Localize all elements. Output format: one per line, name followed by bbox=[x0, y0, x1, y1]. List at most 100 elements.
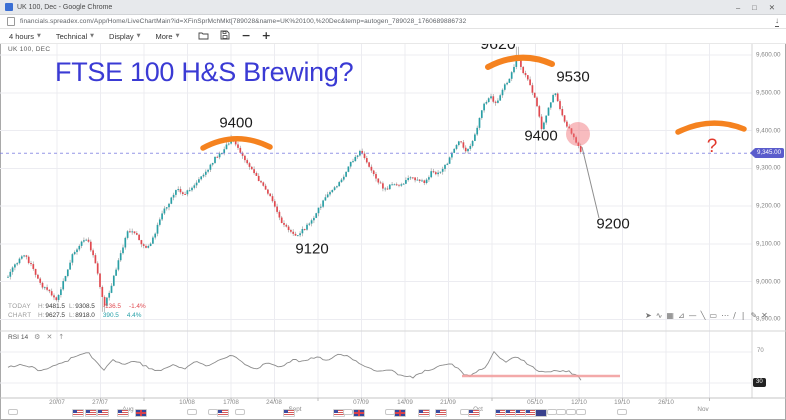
price-axis-label: 9,500.00 bbox=[756, 89, 781, 97]
more-menu[interactable]: More ▼ bbox=[155, 32, 179, 41]
zoom-in-button[interactable]: + bbox=[261, 29, 271, 42]
technical-menu-label: Technical bbox=[55, 31, 88, 41]
annotation-label: 9400 bbox=[219, 114, 253, 132]
time-axis-label: 14/09 bbox=[397, 399, 413, 406]
economic-event-flag-pill[interactable] bbox=[617, 409, 627, 415]
annotation-label: 9400 bbox=[524, 127, 558, 145]
address-bar[interactable]: financials.spreadex.com/App/Home/LiveCha… bbox=[0, 15, 786, 29]
chevron-down-icon: ▼ bbox=[136, 33, 141, 39]
time-axis-label: 26/10 bbox=[658, 399, 674, 406]
ray-tool-icon[interactable]: ∕ bbox=[733, 311, 736, 320]
economic-event-flag-us[interactable] bbox=[435, 409, 447, 417]
window-title: UK 100, Dec - Google Chrome bbox=[17, 3, 113, 11]
timeframe-menu-label: 4 hours bbox=[9, 31, 35, 41]
price-axis-label: 8,900.00 bbox=[756, 315, 781, 323]
legend-row-chart: CHART H:9627.5 L:8918.0 390.5 4.4% bbox=[8, 311, 146, 320]
time-axis-label: 17/08 bbox=[223, 399, 239, 406]
pencil-tool-icon[interactable]: ✎ bbox=[750, 311, 758, 320]
price-axis-label: 9,600.00 bbox=[756, 51, 781, 59]
economic-event-flag-us[interactable] bbox=[418, 409, 430, 417]
time-axis-month-label: Nov bbox=[697, 406, 709, 413]
rsi-header: RSI 14 ⚙ ✕ ↑ bbox=[8, 333, 64, 341]
technical-menu[interactable]: Technical ▼ bbox=[56, 32, 94, 41]
horizontal-line-tool-icon[interactable]: — bbox=[688, 311, 697, 320]
legend-name: CHART bbox=[8, 312, 32, 319]
favicon bbox=[5, 3, 13, 11]
time-axis-label: 21/09 bbox=[440, 399, 456, 406]
price-axis-label: 9,300.00 bbox=[756, 164, 781, 172]
low-label: L: bbox=[68, 312, 75, 319]
economic-event-flag-pill[interactable] bbox=[566, 409, 576, 415]
economic-event-flag-us[interactable] bbox=[72, 409, 84, 417]
economic-event-flag-pill[interactable] bbox=[576, 409, 586, 415]
economic-event-flag-navy[interactable] bbox=[535, 409, 547, 417]
legend-name: TODAY bbox=[8, 303, 31, 310]
download-icon[interactable]: ↓ bbox=[775, 15, 779, 27]
economic-event-flag-uk[interactable] bbox=[394, 409, 406, 417]
save-icon[interactable] bbox=[220, 27, 230, 45]
time-axis-label: 20/07 bbox=[49, 399, 65, 406]
angle-lines-tool-icon[interactable]: ⊿ bbox=[677, 311, 685, 320]
chevron-down-icon: ▼ bbox=[90, 33, 95, 39]
economic-event-flag-us[interactable] bbox=[97, 409, 109, 417]
high-value: 9481.5 bbox=[45, 303, 65, 310]
change-value: 390.5 bbox=[102, 312, 119, 319]
more-tool-icon[interactable]: ⋯ bbox=[721, 311, 730, 320]
economic-event-flag-us[interactable] bbox=[468, 409, 480, 417]
move-up-icon[interactable]: ↑ bbox=[58, 333, 65, 341]
legend-row-today: TODAY H:9481.5 L:9308.5 -136.5 -1.4% bbox=[8, 302, 146, 311]
economic-event-flag-pill[interactable] bbox=[556, 409, 566, 415]
maximize-button[interactable]: □ bbox=[752, 2, 757, 12]
grid-tool-icon[interactable]: ▦ bbox=[666, 311, 674, 320]
economic-event-flag-us[interactable] bbox=[85, 409, 97, 417]
economic-event-flag-uk[interactable] bbox=[353, 409, 365, 417]
change-value: -136.5 bbox=[102, 303, 121, 310]
economic-event-flag-us[interactable] bbox=[117, 409, 129, 417]
economic-event-flag-us[interactable] bbox=[283, 409, 295, 417]
url-text[interactable]: financials.spreadex.com/App/Home/LiveCha… bbox=[20, 18, 467, 25]
close-tool-icon[interactable]: ✕ bbox=[761, 311, 768, 320]
trend-line-tool-icon[interactable]: ╲ bbox=[700, 311, 706, 320]
drawing-toolbar: ➤ ∿ ▦ ⊿ — ╲ ▭ ⋯ ∕ ❘ ✎ ✕ bbox=[645, 311, 768, 321]
gear-icon[interactable]: ⚙ bbox=[34, 333, 41, 341]
cursor-tool-icon[interactable]: ➤ bbox=[645, 311, 652, 320]
high-label: H: bbox=[38, 312, 45, 319]
minimize-button[interactable]: – bbox=[736, 2, 741, 12]
last-price-tag: 9,345.00 bbox=[750, 148, 784, 159]
low-value: 9308.5 bbox=[75, 303, 95, 310]
annotation-label: ? bbox=[706, 136, 718, 157]
economic-event-flag-pill[interactable] bbox=[235, 409, 245, 415]
chevron-down-icon: ▼ bbox=[37, 33, 41, 39]
economic-event-flag-pill[interactable] bbox=[343, 409, 353, 415]
low-label: L: bbox=[68, 303, 75, 310]
economic-event-flag-pill[interactable] bbox=[187, 409, 197, 415]
chevron-down-icon: ▼ bbox=[175, 33, 180, 39]
economic-event-flag-pill[interactable] bbox=[8, 409, 18, 415]
polyline-tool-icon[interactable]: ∿ bbox=[655, 311, 663, 320]
close-button[interactable]: ✕ bbox=[768, 2, 775, 12]
open-folder-icon[interactable] bbox=[198, 27, 209, 45]
annotation-headline: FTSE 100 H&S Brewing? bbox=[55, 57, 354, 87]
economic-event-flag-uk[interactable] bbox=[135, 409, 147, 417]
timeframe-menu[interactable]: 4 hours ▼ bbox=[9, 32, 41, 41]
display-menu[interactable]: Display ▼ bbox=[109, 32, 140, 41]
high-label: H: bbox=[38, 303, 45, 310]
time-axis-label: 12/10 bbox=[571, 399, 587, 406]
rsi-value-tag: 30 bbox=[753, 378, 766, 387]
annotation-label: 9120 bbox=[295, 240, 329, 258]
page-icon bbox=[7, 17, 15, 26]
chart-toolbar: 4 hours ▼ Technical ▼ Display ▼ More ▼ − + bbox=[0, 29, 786, 44]
change-percent: -1.4% bbox=[128, 303, 146, 310]
last-price-value: 9,345.00 bbox=[756, 149, 782, 157]
rectangle-tool-icon[interactable]: ▭ bbox=[709, 311, 718, 320]
economic-event-flag-us[interactable] bbox=[217, 409, 229, 417]
annotation-label: 9200 bbox=[596, 215, 630, 233]
time-axis-label: 27/07 bbox=[92, 399, 108, 406]
high-value: 9627.5 bbox=[45, 312, 65, 319]
display-menu-label: Display bbox=[109, 31, 134, 41]
zoom-out-button[interactable]: − bbox=[241, 29, 251, 42]
close-indicator-icon[interactable]: ✕ bbox=[46, 333, 53, 341]
annotation-label: 9530 bbox=[556, 68, 590, 86]
